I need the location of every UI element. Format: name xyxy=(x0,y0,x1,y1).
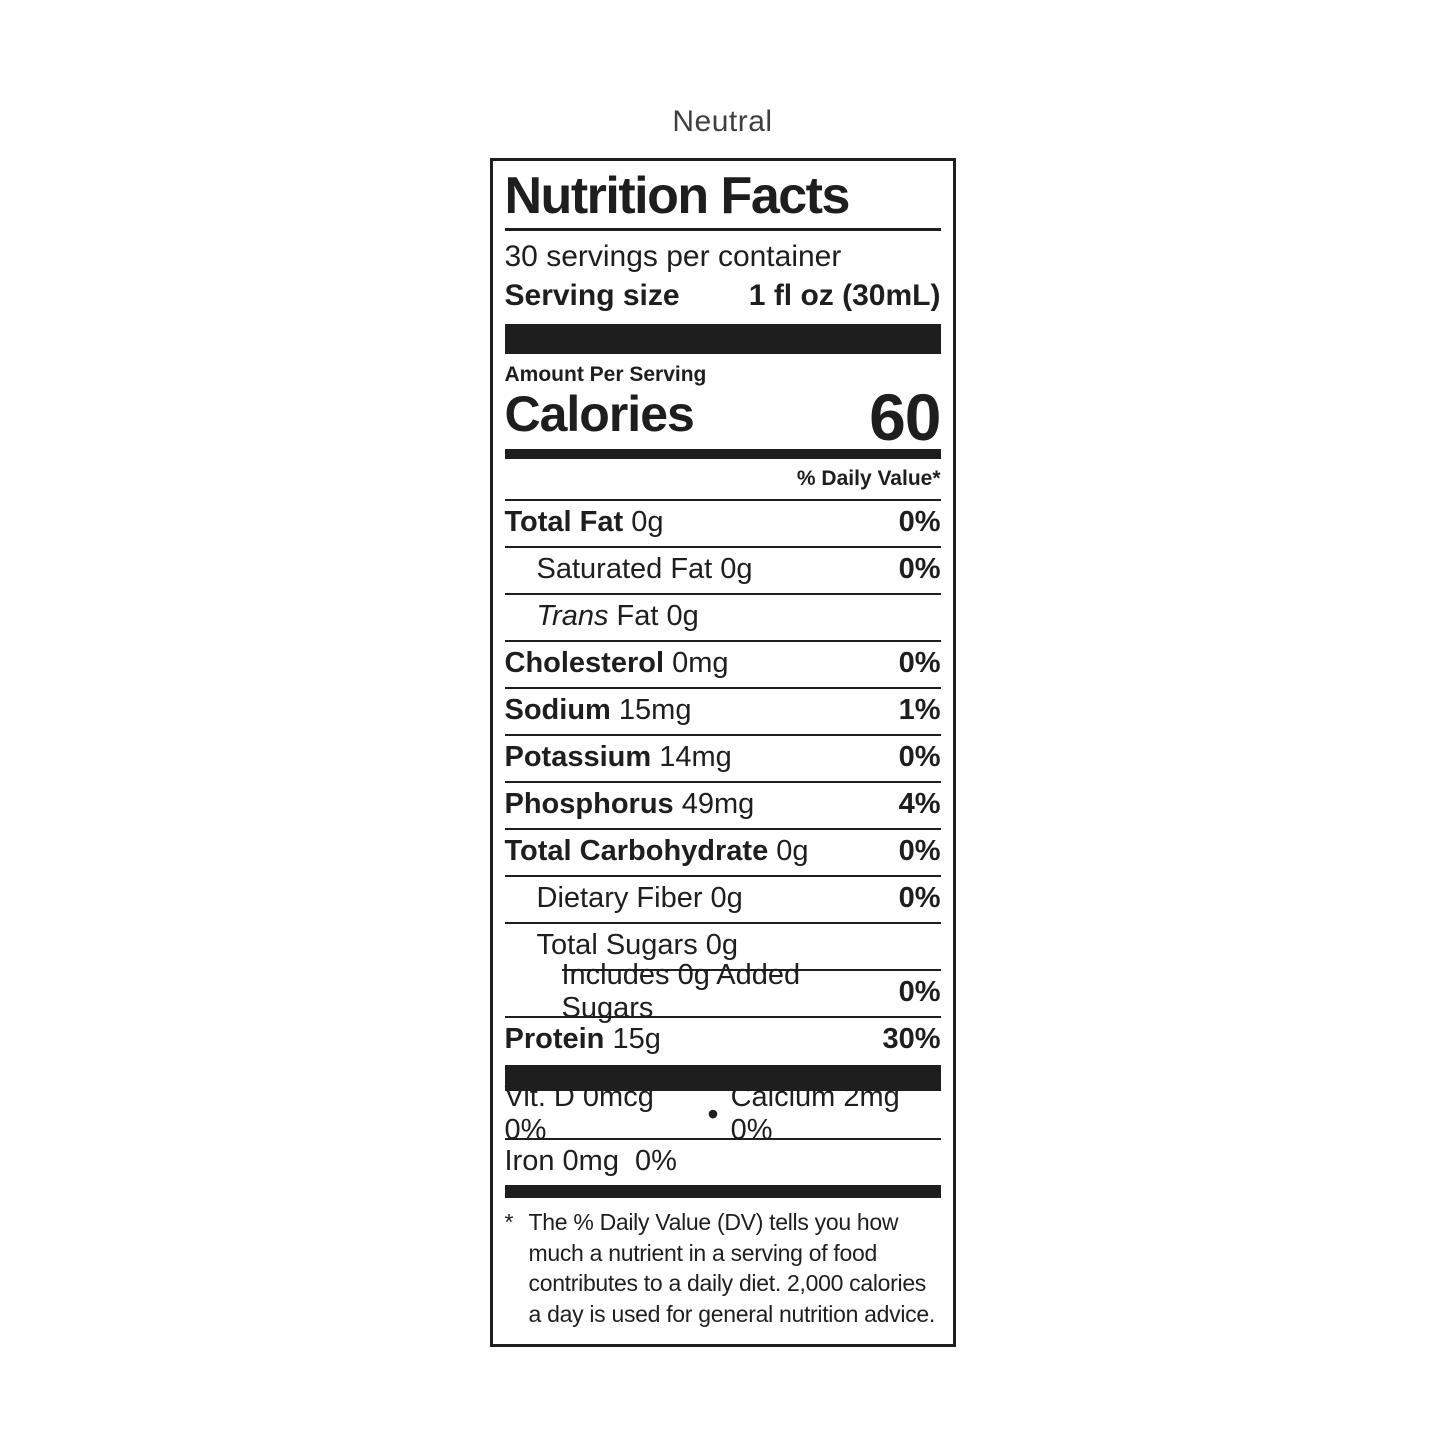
servings-per-container: 30 servings per container xyxy=(504,240,842,274)
vitamin-d-value: Vit. D 0mcg 0% xyxy=(504,1081,654,1147)
daily-value-percent: 0% xyxy=(898,881,941,914)
thick-divider-bar-bottom xyxy=(504,1064,941,1091)
daily-value-footnote: * The % Daily Value (DV) tells you how m… xyxy=(505,1198,941,1330)
vitamin-mineral-row: Vit. D 0mcg 0% • Calcium 2mg 0% xyxy=(505,1081,941,1146)
daily-value-percent: 0% xyxy=(898,834,941,867)
medium-divider-bar xyxy=(504,448,941,459)
nutrient-name-and-amount: Trans Fat 0g xyxy=(536,599,699,632)
small-divider-bar xyxy=(504,1184,941,1198)
nutrient-name-and-amount: Includes 0g Added Sugars xyxy=(561,959,801,1025)
nutrient-row: Total Fat 0g 0% xyxy=(504,498,941,546)
daily-value-percent: 30% xyxy=(882,1022,941,1055)
iron-daily-value: 0% xyxy=(634,1144,677,1177)
bullet-separator: • xyxy=(707,1096,719,1133)
product-variant-title: Neutral xyxy=(672,105,773,138)
footnote-text: The % Daily Value (DV) tells you how muc… xyxy=(528,1208,936,1328)
nutrient-row: Saturated Fat 0g 0% xyxy=(504,545,941,593)
calories-row: Calories 60 xyxy=(504,379,942,454)
calories-label: Calories xyxy=(504,385,695,442)
nutrient-name-and-amount: Phosphorus 49mg xyxy=(504,787,755,820)
calories-value: 60 xyxy=(869,379,941,454)
daily-value-percent: 0% xyxy=(898,505,941,538)
daily-value-percent: 0% xyxy=(898,552,941,585)
daily-value-percent: 0% xyxy=(898,975,941,1008)
nutrient-row: Sodium 15mg 1% xyxy=(504,686,941,734)
nutrient-name-and-amount: Potassium 14mg xyxy=(504,740,732,773)
nutrient-name-and-amount: Saturated Fat 0g xyxy=(536,552,753,585)
nutrient-row: Cholesterol 0mg 0% xyxy=(504,639,941,687)
nutrient-row: Phosphorus 49mg 4% xyxy=(504,780,941,828)
footnote-asterisk: * xyxy=(504,1208,514,1235)
nutrient-name-and-amount: Total Fat 0g xyxy=(504,505,664,538)
nutrient-row: Total Sugars 0g xyxy=(504,921,941,969)
nutrient-row: Trans Fat 0g xyxy=(504,592,941,640)
daily-value-percent: 0% xyxy=(898,740,941,773)
nutrient-rows: Total Fat 0g 0% Saturated Fat 0g 0% Trans Fa… xyxy=(504,498,941,1063)
iron-value: Iron 0mg xyxy=(504,1144,619,1177)
nutrient-row: Total Carbohydrate 0g 0% xyxy=(504,827,941,875)
nutrient-name-and-amount: Protein 15g xyxy=(504,1022,661,1055)
label-title: Nutrition Facts xyxy=(504,167,941,232)
serving-size-row: Serving size 1 fl oz (30mL) xyxy=(505,279,941,324)
nutrition-facts-label: Nutrition Facts 30 servings per containe… xyxy=(489,158,956,1347)
nutrient-name-and-amount: Total Sugars 0g xyxy=(536,928,739,961)
iron-row: Iron 0mg 0% xyxy=(504,1137,941,1185)
calcium-value: Calcium 2mg 0% xyxy=(730,1081,900,1147)
thick-divider-bar-top xyxy=(504,323,941,354)
nutrient-name-and-amount: Dietary Fiber 0g xyxy=(536,881,743,914)
daily-value-percent: 0% xyxy=(898,646,941,679)
amount-per-serving-label: Amount Per Serving xyxy=(504,362,707,386)
daily-value-percent: 4% xyxy=(898,787,941,820)
nutrient-row: Potassium 14mg 0% xyxy=(504,733,941,781)
daily-value-header: % Daily Value* xyxy=(796,466,941,490)
nutrient-row: Protein 15g 30% xyxy=(504,1015,941,1063)
daily-value-percent: 1% xyxy=(898,693,941,726)
nutrient-row: Dietary Fiber 0g 0% xyxy=(504,874,941,922)
nutrient-name-and-amount: Total Carbohydrate 0g xyxy=(504,834,809,867)
serving-size-label: Serving size xyxy=(504,278,680,312)
nutrient-name-and-amount: Sodium 15mg xyxy=(504,693,692,726)
serving-size-value: 1 fl oz (30mL) xyxy=(748,278,941,312)
nutrient-name-and-amount: Cholesterol 0mg xyxy=(504,646,729,679)
nutrient-row: Includes 0g Added Sugars 0% xyxy=(505,959,941,1024)
